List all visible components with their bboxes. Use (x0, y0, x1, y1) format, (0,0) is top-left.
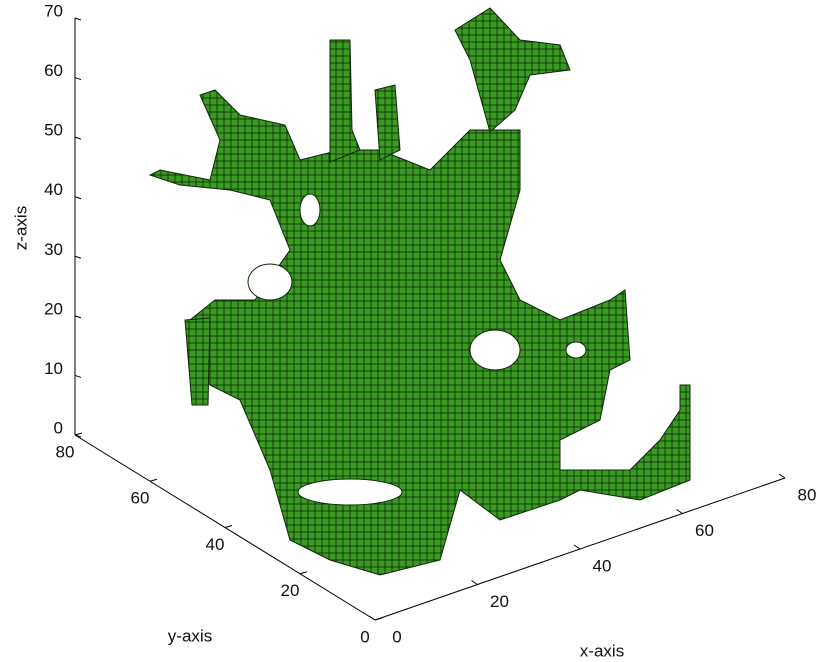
x-axis-label: x-axis (580, 641, 624, 660)
y-tick (150, 479, 157, 481)
y-tick (225, 526, 232, 528)
chart: x-axis y-axis z-axis 0 20 40 60 80 0 20 40 60 80 0… (0, 0, 821, 662)
z-tick-label: 0 (54, 418, 63, 437)
y-tick-label: 80 (56, 442, 75, 461)
x-tick-label: 40 (593, 556, 612, 575)
x-tick (779, 474, 785, 478)
z-tick-label: 50 (44, 121, 63, 140)
y-tick (75, 433, 82, 435)
y-tick-label: 0 (360, 627, 369, 646)
z-tick (75, 316, 81, 318)
x-tick-label: 60 (695, 521, 714, 540)
x-tick-label: 20 (490, 592, 509, 611)
x-tick (472, 581, 478, 585)
x-tick-label: 0 (392, 627, 401, 646)
z-tick (75, 375, 81, 377)
x-tick (574, 545, 580, 549)
z-tick-label: 20 (44, 299, 63, 318)
z-axis-label: z-axis (11, 206, 30, 250)
z-tick (75, 197, 81, 199)
y-tick-label: 20 (281, 581, 300, 600)
y-tick (300, 572, 307, 574)
z-tick (75, 256, 81, 258)
x-tick (369, 616, 375, 620)
y-tick-label: 40 (206, 535, 225, 554)
y-axis-label: y-axis (168, 626, 212, 645)
z-tick (75, 137, 81, 139)
z-tick-label: 40 (44, 180, 63, 199)
x-tick (677, 510, 683, 514)
z-tick-label: 30 (44, 240, 63, 259)
voxel-body (150, 8, 690, 575)
x-tick-label: 80 (798, 485, 817, 504)
z-tick-label: 70 (44, 1, 63, 20)
z-tick-label: 60 (44, 61, 63, 80)
y-tick-label: 60 (131, 489, 150, 508)
z-tick (75, 18, 81, 20)
page: x-axis y-axis z-axis 0 20 40 60 80 0 20 40 60 80 0… (0, 0, 821, 662)
z-tick (75, 78, 81, 80)
z-tick-label: 10 (44, 359, 63, 378)
